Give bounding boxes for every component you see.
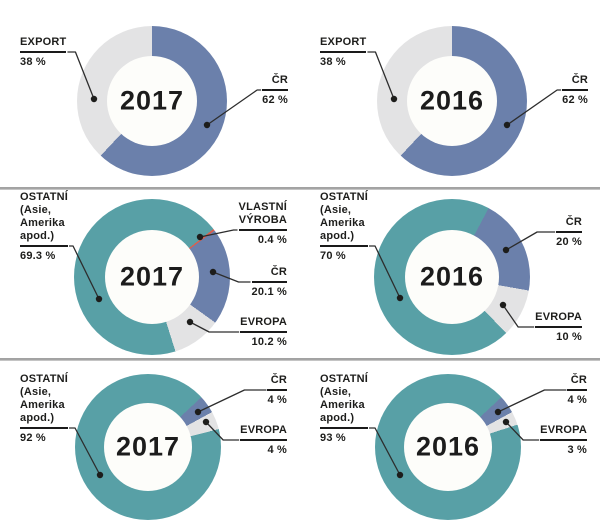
segment-label-evropa: EVROPA 10.2 % bbox=[240, 316, 287, 348]
donut-hole bbox=[405, 230, 499, 324]
segment-label-export: EXPORT 38 % bbox=[20, 36, 67, 68]
segment-label-evropa: EVROPA 4 % bbox=[240, 424, 287, 456]
segment-label-export: EXPORT 38 % bbox=[320, 36, 367, 68]
segment-label-evropa: EVROPA 3 % bbox=[540, 424, 587, 456]
year-label: 2016 bbox=[415, 431, 481, 462]
year-label: 2017 bbox=[119, 261, 185, 292]
year-label: 2016 bbox=[419, 261, 485, 292]
year-label: 2017 bbox=[119, 85, 185, 116]
segment-label-ostatni: OSTATNÍ (Asie, Amerika apod.) 70 % bbox=[320, 191, 369, 262]
row-divider bbox=[0, 187, 600, 190]
segment-label-cr: ČR 4 % bbox=[567, 374, 587, 406]
donut-hole bbox=[104, 403, 192, 491]
donut-hole bbox=[404, 403, 492, 491]
segment-label-cr: ČR 20.1 % bbox=[251, 266, 287, 298]
segment-label-cr: ČR 62 % bbox=[562, 74, 588, 106]
segment-label-cr: ČR 4 % bbox=[267, 374, 287, 406]
donut-hole bbox=[407, 56, 497, 146]
donut-hole bbox=[107, 56, 197, 146]
segment-label-cr: ČR 62 % bbox=[262, 74, 288, 106]
segment-label-cr: ČR 20 % bbox=[556, 216, 582, 248]
year-label: 2017 bbox=[115, 431, 181, 462]
donut-hole bbox=[105, 230, 199, 324]
segment-label-vlastni-vyroba: VLASTNÍ VÝROBA 0.4 % bbox=[238, 201, 287, 246]
segment-label-ostatni: OSTATNÍ (Asie, Amerika apod.) 92 % bbox=[20, 373, 69, 444]
row-divider bbox=[0, 358, 600, 361]
segment-label-ostatni: OSTATNÍ (Asie, Amerika apod.) 69.3 % bbox=[20, 191, 69, 262]
year-label: 2016 bbox=[419, 85, 485, 116]
segment-label-ostatni: OSTATNÍ (Asie, Amerika apod.) 93 % bbox=[320, 373, 369, 444]
segment-label-evropa: EVROPA 10 % bbox=[535, 311, 582, 343]
